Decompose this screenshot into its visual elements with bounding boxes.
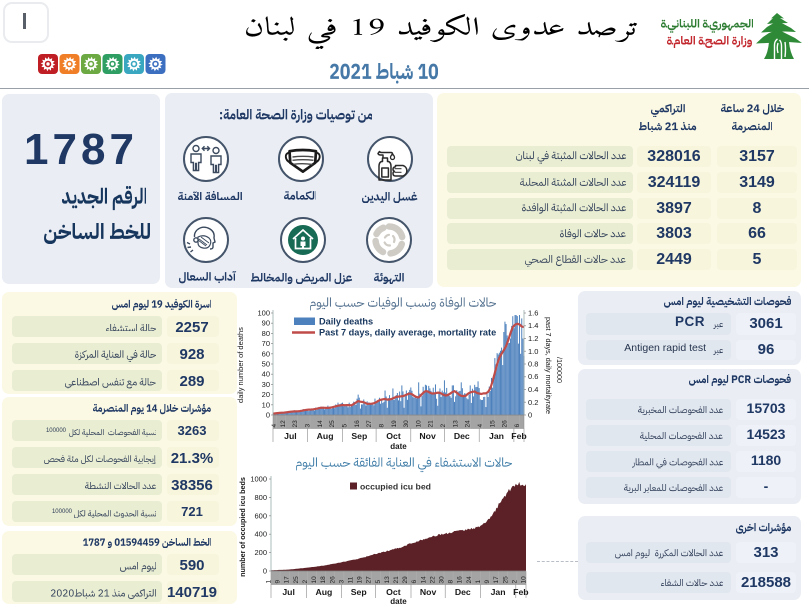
svg-text:5: 5 (342, 424, 349, 428)
svg-text:8: 8 (378, 424, 385, 428)
svg-text:0.4: 0.4 (528, 385, 538, 394)
svg-text:date: date (390, 442, 407, 451)
svg-text:Jan: Jan (489, 431, 504, 441)
svg-text:Aug: Aug (315, 587, 332, 597)
svg-text:14: 14 (317, 420, 324, 428)
svg-text:15: 15 (489, 420, 496, 428)
svg-text:0.2: 0.2 (528, 398, 538, 407)
svg-text:0: 0 (266, 411, 270, 420)
svg-text:Jul: Jul (282, 587, 295, 597)
svg-text:Jan: Jan (491, 587, 506, 597)
svg-text:21: 21 (393, 576, 400, 584)
svg-text:100: 100 (257, 309, 270, 318)
svg-text:date: date (390, 597, 407, 606)
svg-text:25: 25 (502, 576, 509, 584)
svg-text:30: 30 (439, 576, 446, 584)
svg-text:4: 4 (477, 424, 484, 428)
svg-text:18: 18 (320, 576, 327, 584)
svg-text:0: 0 (528, 411, 532, 420)
svg-text:2: 2 (302, 580, 309, 584)
svg-text:2: 2 (511, 580, 518, 584)
svg-text:11: 11 (348, 576, 355, 583)
svg-text:10: 10 (262, 400, 270, 409)
svg-text:17: 17 (493, 576, 500, 584)
svg-text:10: 10 (521, 576, 528, 584)
svg-text:Dec: Dec (454, 431, 470, 441)
svg-text:1.0: 1.0 (528, 347, 538, 356)
svg-text:Jul: Jul (284, 431, 297, 441)
svg-text:1000: 1000 (250, 475, 267, 484)
svg-text:30: 30 (403, 420, 410, 428)
svg-text:29: 29 (402, 576, 409, 584)
svg-text:13: 13 (384, 576, 391, 584)
svg-text:9: 9 (275, 580, 282, 584)
svg-text:26: 26 (329, 576, 336, 584)
svg-text:70: 70 (262, 339, 270, 348)
svg-text:Sep: Sep (351, 587, 367, 597)
svg-text:5: 5 (375, 580, 382, 584)
svg-text:16: 16 (354, 420, 361, 428)
svg-text:17: 17 (284, 576, 291, 584)
svg-text:21: 21 (428, 420, 435, 428)
svg-text:200: 200 (254, 548, 267, 557)
svg-text:Oct: Oct (386, 431, 401, 441)
svg-text:0: 0 (263, 567, 267, 576)
svg-text:60: 60 (262, 349, 270, 358)
svg-text:24: 24 (465, 420, 472, 428)
svg-text:3: 3 (305, 424, 312, 428)
svg-text:19: 19 (391, 420, 398, 428)
svg-text:2: 2 (440, 424, 447, 428)
svg-text:9: 9 (484, 580, 491, 584)
svg-text:40: 40 (262, 370, 270, 379)
svg-text:22: 22 (429, 576, 436, 584)
svg-text:600: 600 (254, 511, 267, 520)
svg-text:0.6: 0.6 (528, 372, 538, 381)
svg-text:90: 90 (262, 319, 270, 328)
svg-text:Dec: Dec (455, 587, 471, 597)
svg-text:occupied icu bed: occupied icu bed (360, 482, 431, 492)
svg-text:24: 24 (466, 576, 473, 584)
svg-text:Nov: Nov (420, 587, 437, 597)
svg-text:20: 20 (262, 390, 270, 399)
svg-text:4: 4 (271, 424, 278, 428)
svg-text:3: 3 (338, 580, 345, 584)
svg-text:6: 6 (514, 424, 521, 428)
svg-text:16: 16 (457, 576, 464, 584)
svg-text:Oct: Oct (386, 587, 401, 597)
svg-text:14: 14 (420, 576, 427, 584)
svg-text:25: 25 (293, 576, 300, 584)
svg-text:10: 10 (311, 576, 318, 584)
svg-text:1: 1 (266, 580, 273, 584)
svg-text:13: 13 (452, 420, 459, 428)
svg-text:6: 6 (411, 580, 418, 584)
svg-text:23: 23 (292, 420, 299, 428)
svg-text:8: 8 (448, 580, 455, 584)
svg-text:1.4: 1.4 (528, 321, 538, 330)
svg-text:10: 10 (415, 420, 422, 428)
svg-text:19: 19 (357, 576, 364, 584)
svg-text:30: 30 (262, 380, 270, 389)
svg-text:27: 27 (366, 420, 373, 428)
svg-text:27: 27 (366, 576, 373, 584)
svg-text:800: 800 (254, 493, 267, 502)
svg-text:50: 50 (262, 360, 270, 369)
svg-text:0.8: 0.8 (528, 360, 538, 369)
svg-text:Feb: Feb (513, 587, 528, 597)
svg-text:Daily deaths: Daily deaths (319, 317, 373, 327)
svg-text:25: 25 (329, 420, 336, 428)
svg-text:1.6: 1.6 (528, 309, 538, 318)
svg-text:80: 80 (262, 329, 270, 338)
svg-text:1: 1 (475, 580, 482, 584)
svg-text:Aug: Aug (317, 431, 334, 441)
svg-text:Feb: Feb (511, 431, 526, 441)
svg-text:Past 7 days, daily average, mo: Past 7 days, daily average, mortality ra… (319, 328, 496, 338)
svg-text:Nov: Nov (419, 431, 436, 441)
svg-text:400: 400 (254, 530, 267, 539)
svg-text:26: 26 (502, 420, 509, 428)
svg-text:Sep: Sep (351, 431, 367, 441)
svg-text:12: 12 (280, 420, 287, 428)
svg-text:1.2: 1.2 (528, 334, 538, 343)
